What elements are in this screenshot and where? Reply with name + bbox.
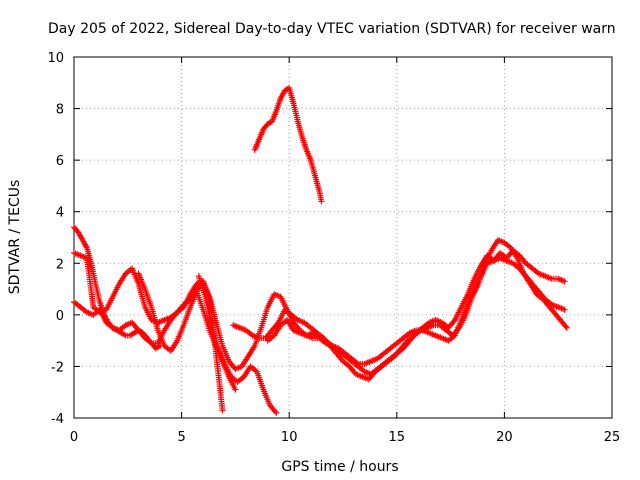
series-track-5	[195, 273, 280, 416]
y-tick-label: 0	[56, 309, 64, 324]
y-tick-label: -4	[51, 412, 64, 427]
x-tick-label: 10	[281, 430, 298, 445]
plot-frame	[73, 56, 613, 419]
data-point	[232, 386, 239, 393]
y-tick-label: 6	[56, 154, 64, 169]
data-point	[273, 409, 280, 416]
data-point	[318, 198, 325, 205]
x-tick-label: 20	[496, 430, 513, 445]
y-tick-label: 10	[47, 51, 64, 66]
data-point-interp	[562, 323, 569, 330]
x-axis-label: GPS time / hours	[281, 459, 398, 475]
y-tick-label: 4	[56, 206, 64, 221]
chart-title: Day 205 of 2022, Sidereal Day-to-day VTE…	[48, 21, 616, 37]
grid	[74, 57, 612, 418]
data-point	[561, 278, 568, 285]
series-track-7	[264, 255, 568, 367]
y-tick-label: 8	[56, 103, 64, 118]
ticks: 0 5 10 15 20 25 -4 -2 0 2 4 6 8 10	[47, 51, 620, 445]
data-marks	[71, 84, 570, 416]
y-axis-label: SDTVAR / TECUs	[7, 180, 23, 295]
series-track-8	[251, 84, 325, 205]
x-tick-label: 5	[177, 430, 185, 445]
series-track-6	[230, 237, 570, 383]
y-tick-label: -2	[51, 360, 64, 375]
data-point	[219, 407, 226, 414]
y-tick-label: 2	[56, 257, 64, 272]
x-tick-label: 25	[604, 430, 621, 445]
data-point	[561, 306, 568, 313]
series-track-3	[71, 249, 239, 393]
x-tick-label: 15	[389, 430, 406, 445]
data-point	[563, 324, 570, 331]
x-tick-label: 0	[70, 430, 78, 445]
